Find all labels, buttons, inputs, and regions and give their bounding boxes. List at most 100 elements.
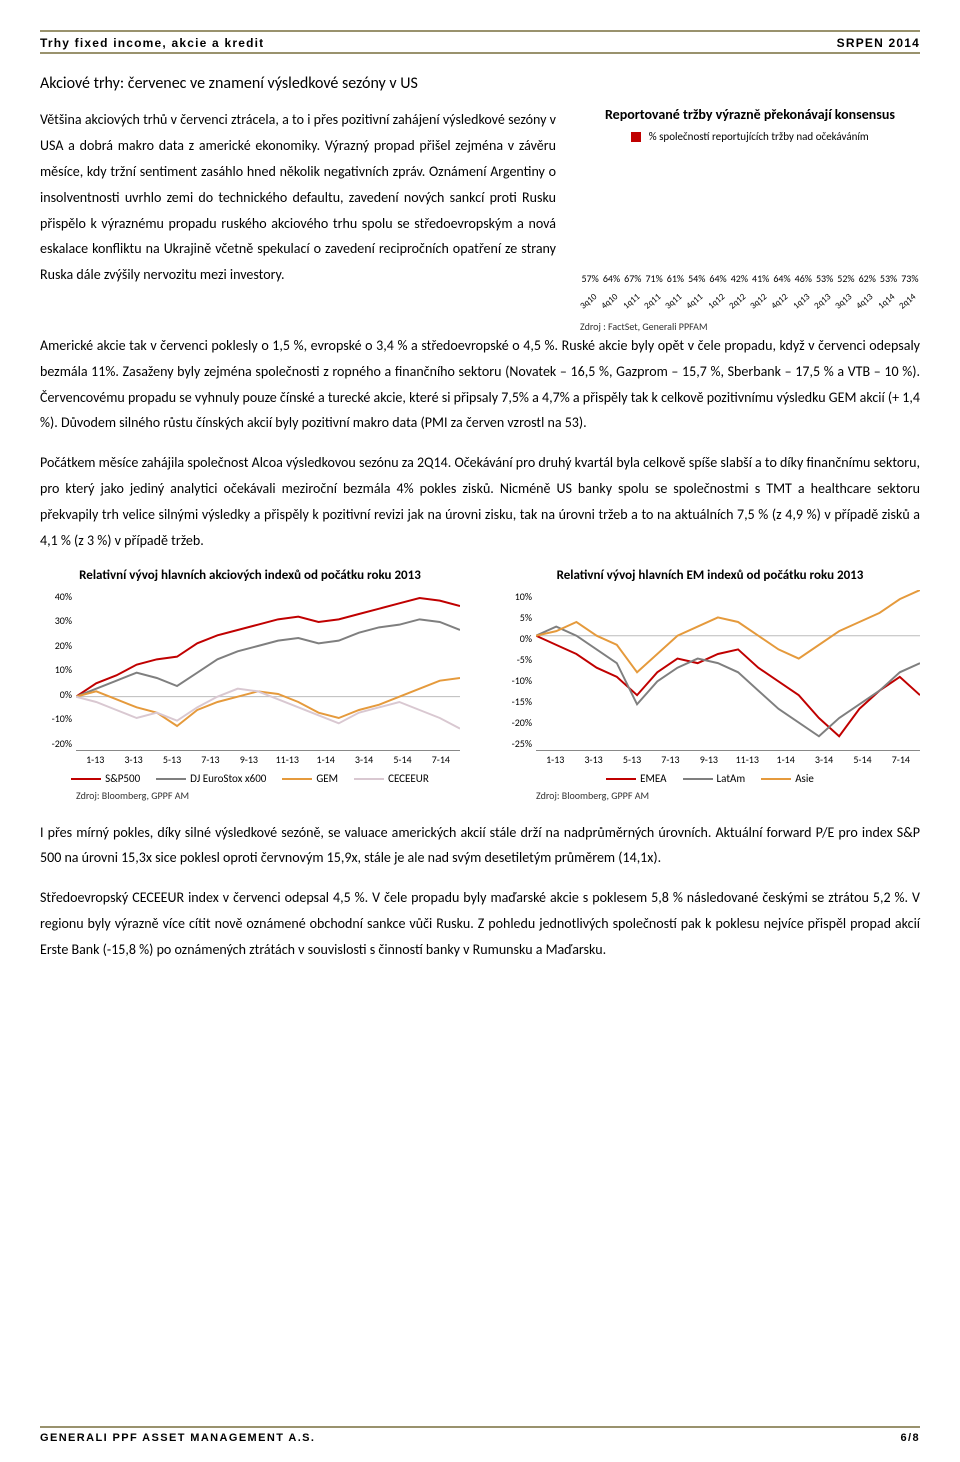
- line-chart-left-xaxis: 1-133-135-137-139-1311-131-143-145-147-1…: [76, 753, 460, 766]
- x-tick-label: 5-13: [613, 753, 651, 766]
- y-tick-label: 10%: [40, 663, 72, 676]
- chart-series-line: [76, 678, 460, 726]
- y-tick-label: 30%: [40, 614, 72, 627]
- bar-value-label: 71%: [645, 272, 662, 285]
- bar-x-label: 1q11: [619, 290, 642, 312]
- y-tick-label: -20%: [40, 737, 72, 750]
- section-title: Akciové trhy: červenec ve znamení výsled…: [40, 74, 920, 93]
- line-chart-left-svg: [76, 590, 460, 750]
- x-tick-label: 7-13: [191, 753, 229, 766]
- legend-swatch: [606, 778, 636, 780]
- bar-x-label: 1q14: [874, 290, 897, 312]
- y-tick-label: -10%: [40, 712, 72, 725]
- bar-x-label: 2q14: [896, 290, 919, 312]
- x-tick-label: 3-14: [805, 753, 843, 766]
- legend-swatch: [761, 778, 791, 780]
- x-tick-label: 11-13: [268, 753, 306, 766]
- bar-value-label: 54%: [688, 272, 705, 285]
- bar-x-label: 2q11: [641, 290, 664, 312]
- x-tick-label: 1-13: [76, 753, 114, 766]
- bar-x-label: 2q13: [811, 290, 834, 312]
- paragraph-2: Americké akcie tak v červenci poklesly o…: [40, 333, 920, 437]
- y-tick-label: 0%: [500, 632, 532, 645]
- legend-label: GEM: [316, 772, 338, 785]
- bar-value-label: 53%: [816, 272, 833, 285]
- bar-value-label: 64%: [709, 272, 726, 285]
- bar-value-label: 53%: [880, 272, 897, 285]
- x-tick-label: 1-13: [536, 753, 574, 766]
- bar-value-label: 42%: [731, 272, 748, 285]
- chart-series-line: [76, 598, 460, 697]
- x-tick-label: 11-13: [728, 753, 766, 766]
- line-chart-right-xaxis: 1-133-135-137-139-1311-131-143-145-147-1…: [536, 753, 920, 766]
- y-tick-label: 0%: [40, 688, 72, 701]
- footer-rule: [40, 1426, 920, 1428]
- y-tick-label: -20%: [500, 716, 532, 729]
- legend-label: CECEEUR: [388, 772, 429, 785]
- x-tick-label: 3-13: [574, 753, 612, 766]
- bar-value-label: 64%: [773, 272, 790, 285]
- y-tick-label: -5%: [500, 653, 532, 666]
- footer-right: 6/8: [901, 1432, 921, 1444]
- x-tick-label: 9-13: [230, 753, 268, 766]
- bar-x-label: 4q13: [853, 290, 876, 312]
- legend-item: CECEEUR: [354, 772, 429, 785]
- bar-value-label: 41%: [752, 272, 769, 285]
- x-tick-label: 3-13: [114, 753, 152, 766]
- header-left: Trhy fixed income, akcie a kredit: [40, 36, 264, 50]
- line-chart-right-legend: EMEALatAmAsie: [500, 772, 920, 785]
- bar-chart-legend-label: % společností reportujících tržby nad oč…: [649, 130, 869, 143]
- bar-value-label: 62%: [859, 272, 876, 285]
- x-tick-label: 7-14: [422, 753, 460, 766]
- intro-paragraph: Většina akciových trhů v červenci ztráce…: [40, 107, 556, 288]
- y-tick-label: 5%: [500, 611, 532, 624]
- x-tick-label: 3-14: [345, 753, 383, 766]
- line-chart-right-title: Relativní vývoj hlavních EM indexů od po…: [500, 568, 920, 584]
- bar-chart-container: Reportované tržby výrazně překonávají ko…: [580, 107, 920, 333]
- bar-value-label: 73%: [901, 272, 918, 285]
- paragraph-5: Středoevropský CECEEUR index v červenci …: [40, 885, 920, 963]
- bar-x-label: 2q12: [726, 290, 749, 312]
- bar-value-label: 67%: [624, 272, 641, 285]
- bar-chart-legend: % společností reportujících tržby nad oč…: [580, 130, 920, 143]
- bar-chart-source: Zdroj : FactSet, Generali PPFAM: [580, 320, 920, 333]
- line-chart-right: Relativní vývoj hlavních EM indexů od po…: [500, 568, 920, 802]
- header-right: SRPEN 2014: [837, 36, 920, 50]
- y-tick-label: 10%: [500, 590, 532, 603]
- bar-value-label: 46%: [795, 272, 812, 285]
- page-header: Trhy fixed income, akcie a kredit SRPEN …: [40, 36, 920, 52]
- y-tick-label: -15%: [500, 695, 532, 708]
- line-chart-left-yaxis: 40%30%20%10%0%-10%-20%: [40, 590, 72, 750]
- line-chart-left: Relativní vývoj hlavních akciových index…: [40, 568, 460, 802]
- header-top-rule: [40, 30, 920, 32]
- bar-value-label: 64%: [603, 272, 620, 285]
- footer-left: GENERALI PPF ASSET MANAGEMENT A.S.: [40, 1432, 315, 1444]
- y-tick-label: -25%: [500, 737, 532, 750]
- legend-item: LatAm: [683, 772, 746, 785]
- x-tick-label: 7-14: [882, 753, 920, 766]
- legend-item: EMEA: [606, 772, 666, 785]
- bar-chart-bars: 57%64%67%71%61%54%64%42%41%64%46%53%52%6…: [580, 157, 920, 287]
- bar-chart-xlabels: 3q104q101q112q113q114q111q122q123q124q12…: [580, 289, 920, 300]
- legend-label: EMEA: [640, 772, 666, 785]
- legend-label: DJ EuroStox x600: [190, 772, 266, 785]
- x-tick-label: 5-14: [383, 753, 421, 766]
- bar-x-label: 4q12: [768, 290, 791, 312]
- line-chart-left-source: Zdroj: Bloomberg, GPPF AM: [76, 789, 460, 802]
- legend-swatch: [683, 778, 713, 780]
- y-tick-label: 40%: [40, 590, 72, 603]
- page-footer: GENERALI PPF ASSET MANAGEMENT A.S. 6/8: [40, 1426, 920, 1444]
- header-bottom-rule: [40, 52, 920, 54]
- bar-x-label: 1q12: [704, 290, 727, 312]
- chart-series-line: [76, 619, 460, 696]
- bar-x-label: 1q13: [789, 290, 812, 312]
- line-chart-right-source: Zdroj: Bloomberg, GPPF AM: [536, 789, 920, 802]
- legend-swatch: [156, 778, 186, 780]
- chart-series-line: [536, 626, 920, 736]
- legend-swatch: [354, 778, 384, 780]
- legend-swatch: [71, 778, 101, 780]
- line-chart-right-yaxis: 10%5%0%-5%-10%-15%-20%-25%: [500, 590, 532, 750]
- x-tick-label: 9-13: [690, 753, 728, 766]
- paragraph-4: I přes mírný pokles, díky silné výsledko…: [40, 820, 920, 872]
- x-tick-label: 7-13: [651, 753, 689, 766]
